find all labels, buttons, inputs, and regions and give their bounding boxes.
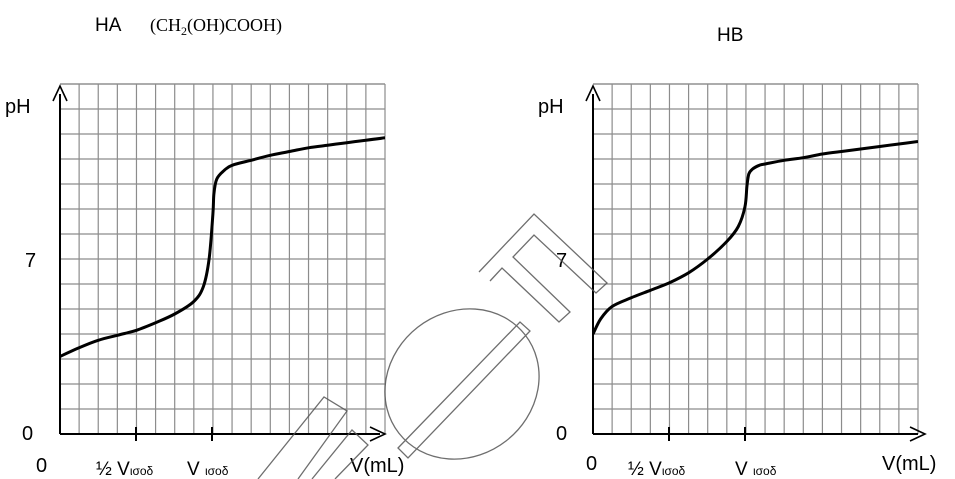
- chart-title-main: HA: [95, 15, 122, 36]
- x-mark-half-veq-label: ½ Vισοδ: [628, 459, 686, 479]
- x-mark-veq-label: V ισοδ: [187, 459, 229, 479]
- x-mark-label-main: V: [735, 459, 753, 479]
- y-axis-arrow: [52, 84, 68, 102]
- chart-hb: HB pH 7 0 0 ½ Vισοδ V ισοδ V(mL): [538, 25, 936, 479]
- chart-title-main: HB: [717, 25, 743, 46]
- formula-part: (CH: [150, 15, 181, 36]
- x-origin-label: 0: [36, 455, 47, 477]
- grid: [60, 83, 386, 434]
- grid: [593, 83, 919, 434]
- x-mark-label-main: V: [187, 459, 205, 479]
- x-mark-half-veq-label: ½ Vισοδ: [96, 459, 154, 479]
- titration-curve: [593, 140, 918, 335]
- y-axis-label: pH: [5, 96, 31, 118]
- watermark-letter-pi: [257, 396, 369, 479]
- y-tick-label-0: 0: [22, 423, 33, 445]
- x-mark-label-sub: ισοδ: [753, 464, 777, 478]
- chart-title-formula: (CH2(OH)COOH): [150, 15, 282, 38]
- watermark-letter-phi-stem: [397, 321, 531, 459]
- watermark-logo: [257, 213, 608, 479]
- x-mark-veq-label: V ισοδ: [735, 459, 777, 479]
- x-axis-arrow: [909, 426, 927, 442]
- x-axis-arrow: [369, 426, 387, 442]
- formula-part: (OH)COOH): [187, 15, 282, 36]
- x-mark-label-main: ½ V: [628, 459, 662, 479]
- y-axis-label: pH: [538, 96, 564, 118]
- y-axis-arrow: [585, 84, 601, 102]
- titration-curve: [60, 136, 385, 358]
- x-origin-label: 0: [586, 453, 597, 475]
- x-axis-label: V(mL): [882, 453, 936, 475]
- formula-part-subscript: 2: [181, 24, 187, 38]
- y-tick-label-0: 0: [556, 423, 567, 445]
- y-tick-label-7: 7: [25, 250, 36, 272]
- x-mark-label-sub: ισοδ: [662, 464, 686, 478]
- watermark-letter-phi-ring: [384, 308, 540, 460]
- chart-ha: HA (CH2(OH)COOH) pH 7 0 0 ½ Vισοδ V ισοδ…: [5, 15, 404, 479]
- x-mark-label-sub: ισοδ: [130, 464, 154, 478]
- x-mark-label-sub: ισοδ: [205, 464, 229, 478]
- watermark-letter-epsilon: [478, 213, 608, 323]
- x-mark-label-main: ½ V: [96, 459, 130, 479]
- x-axis-label: V(mL): [350, 455, 404, 477]
